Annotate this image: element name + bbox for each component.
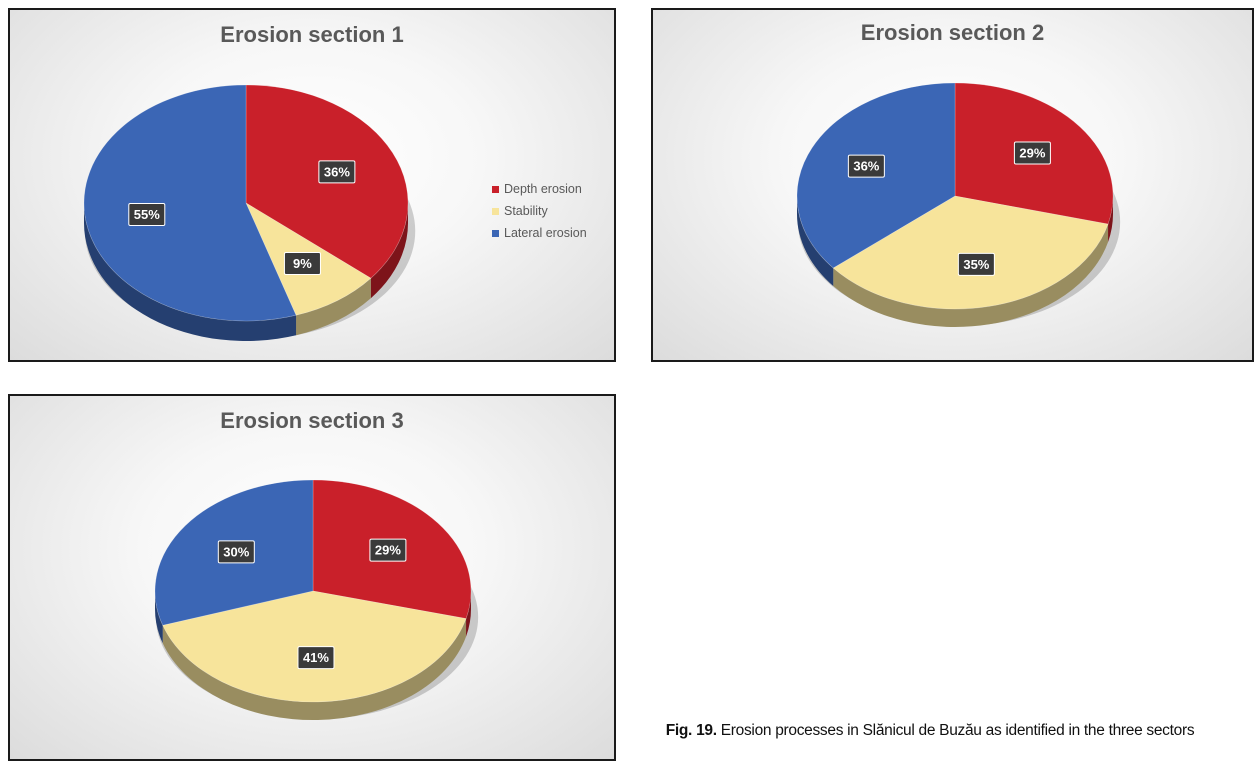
data-label-text: 30% [223,544,249,559]
pie-side-lateral-erosion [84,203,297,341]
figure-caption-text: Erosion processes in Slănicul de Buzău a… [720,722,1195,739]
data-label-box [318,160,356,184]
data-label-box [217,540,255,564]
data-label-text: 36% [853,159,879,174]
legend-swatch [492,229,499,237]
legend-label: Stability [504,204,548,218]
pie-side-lateral-erosion [155,591,163,644]
chart-panel-section-1: Erosion section 1 36% 9% 55% Depth erosion… [8,8,616,362]
chart-legend: Depth erosion Stability Lateral erosion [492,178,587,244]
pie-side-lateral-erosion [797,196,834,287]
data-label-text: 41% [303,650,329,665]
data-label-box [847,154,885,178]
data-label-box [297,646,335,670]
pie-side-depth-erosion [1108,196,1113,243]
pie-side-stability [833,224,1109,327]
data-label-text: 9% [293,256,312,271]
data-label-text: 36% [324,164,350,179]
chart-title: Erosion section 2 [860,20,1045,45]
chart-panel-section-2: Erosion section 2 29% 35% 36% [651,8,1254,362]
legend-item-stability: Stability [492,200,587,222]
pie-side-depth-erosion [466,591,471,637]
data-label-stability: 9% [283,252,321,276]
data-label-box [1013,141,1051,165]
data-label-text: 55% [134,207,160,222]
data-label-depth-erosion: 29% [1013,141,1051,165]
legend-item-lateral-erosion: Lateral erosion [492,222,587,244]
pie-slice-lateral-erosion [83,84,297,322]
legend-swatch [492,185,499,193]
pie-side-stability [162,618,467,720]
chart-panel-section-3: Erosion section 3 29% 41% 30% [8,394,616,761]
pie-chart-section-3: 29% 41% 30% [154,479,479,720]
chart-title: Erosion section 1 [220,22,404,47]
pie-side-stability [296,278,371,336]
data-label-depth-erosion: 36% [318,160,356,184]
legend-label: Depth erosion [504,182,582,196]
data-label-depth-erosion: 29% [369,538,407,562]
legend-label: Lateral erosion [504,226,587,240]
data-label-lateral-erosion: 55% [128,202,166,226]
data-label-text: 35% [963,257,989,272]
legend-swatch [492,207,499,215]
data-label-box [283,252,321,276]
data-label-stability: 35% [957,252,995,276]
pie-slice-stability [832,195,1109,310]
legend-item-depth-erosion: Depth erosion [492,178,587,200]
data-label-box [128,202,166,226]
data-label-text: 29% [375,543,401,558]
chart-title: Erosion section 3 [220,408,404,433]
figure-caption: Fig. 19. Erosion processes in Slănicul d… [640,719,1220,743]
pie-side-depth-erosion [370,203,408,299]
data-label-lateral-erosion: 30% [217,540,255,564]
figure-label: Fig. 19. [665,722,717,739]
data-label-box [369,538,407,562]
data-label-lateral-erosion: 36% [847,154,885,178]
data-label-text: 29% [1019,146,1045,161]
data-label-stability: 41% [297,646,335,670]
pie-chart-section-2: 29% 35% 36% [796,82,1121,327]
data-label-box [957,252,995,276]
pie-chart-section-1: 36% 9% 55% [83,84,416,341]
